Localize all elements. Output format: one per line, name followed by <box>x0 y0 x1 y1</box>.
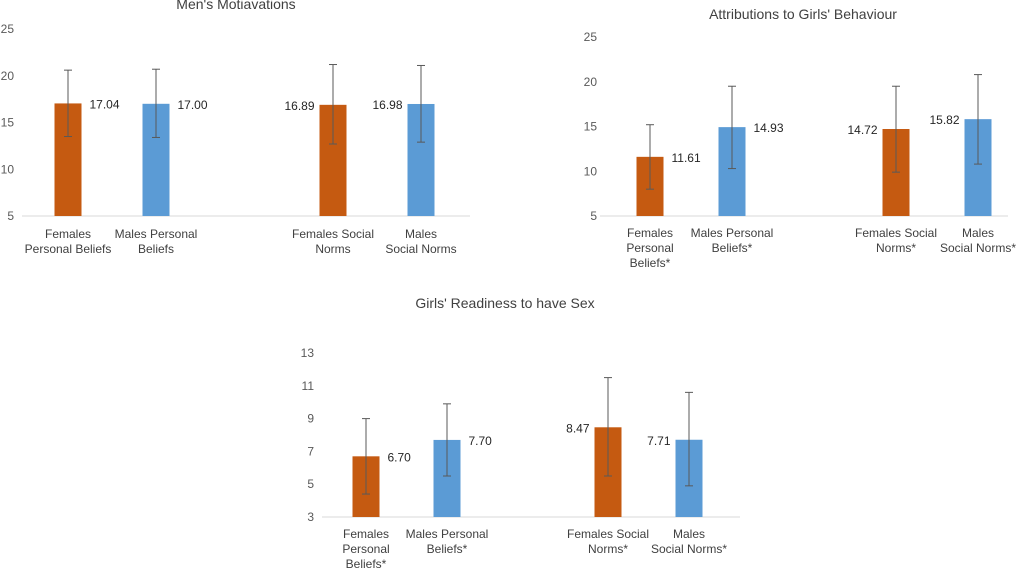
category-label: Males Social Norms* <box>940 226 1016 255</box>
category-label: Males Personal Beliefs* <box>691 226 774 255</box>
chart-attributions: Attributions to Girls' Behaviour 5 10 15 20 2… <box>584 6 1017 270</box>
category-label: Males Social Norms <box>385 227 456 256</box>
y-tick-label: 15 <box>584 120 598 134</box>
y-tick-label: 20 <box>584 75 598 89</box>
y-tick-label: 7 <box>307 444 314 458</box>
y-tick-label: 5 <box>7 209 14 223</box>
data-label: 7.71 <box>647 434 671 448</box>
chart-title: Men's Motiavations <box>176 0 295 12</box>
y-tick-label: 25 <box>584 30 598 44</box>
category-label: Females Social Norms* <box>855 226 937 255</box>
category-label: Females Personal Beliefs* <box>626 226 673 270</box>
y-tick-label: 3 <box>307 510 314 524</box>
chart-readiness: Girls' Readiness to have Sex 3 5 7 9 11 13 6.70… <box>301 295 740 568</box>
category-label: Males Personal Beliefs* <box>406 527 489 556</box>
chart-title: Attributions to Girls' Behaviour <box>709 6 897 22</box>
category-label: Females Social Norms* <box>567 527 649 556</box>
y-tick-label: 5 <box>307 477 314 491</box>
data-label: 17.04 <box>90 97 120 111</box>
category-label: Females Personal Beliefs <box>25 227 112 256</box>
category-label: Males Social Norms* <box>651 527 727 556</box>
y-tick-label: 5 <box>590 209 597 223</box>
data-label: 17.00 <box>178 98 208 112</box>
y-tick-label: 25 <box>1 22 15 36</box>
y-tick-label: 11 <box>302 379 315 393</box>
data-label: 16.98 <box>372 98 402 112</box>
category-label: Females Social Norms <box>292 227 374 256</box>
data-label: 14.72 <box>847 123 877 137</box>
data-label: 16.89 <box>284 99 314 113</box>
data-label: 15.82 <box>929 113 959 127</box>
y-tick-label: 10 <box>1 162 15 176</box>
data-label: 14.93 <box>754 121 784 135</box>
y-tick-label: 15 <box>1 116 15 130</box>
y-tick-label: 20 <box>1 69 15 83</box>
y-tick-label: 13 <box>301 346 315 360</box>
chart-title: Girls' Readiness to have Sex <box>415 295 594 311</box>
chart-mens-motivations: Men's Motiavations 5 10 15 20 25 17.04 Females P… <box>1 0 470 256</box>
data-label: 7.70 <box>469 434 493 448</box>
y-tick-label: 9 <box>307 412 314 426</box>
data-label: 6.70 <box>388 450 412 464</box>
data-label: 8.47 <box>566 421 590 435</box>
category-label: Males Personal Beliefs <box>115 227 198 256</box>
y-tick-label: 10 <box>584 164 598 178</box>
data-label: 11.61 <box>672 151 701 165</box>
category-label: Females Personal Beliefs* <box>342 527 389 568</box>
